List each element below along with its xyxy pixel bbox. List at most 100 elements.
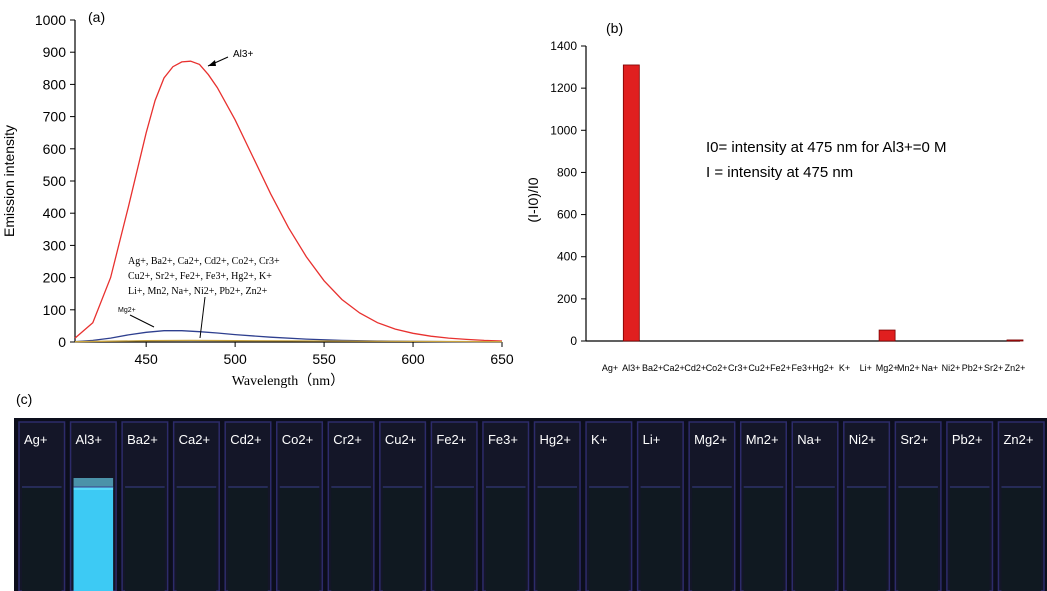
- vial: Ba2+: [121, 421, 169, 591]
- vial: Mg2+: [688, 421, 736, 591]
- y-tick-label: 200: [557, 292, 577, 306]
- bar: [1006, 339, 1024, 342]
- vial: Cu2+: [379, 421, 427, 591]
- x-tick-label: 450: [134, 351, 158, 367]
- vial-label: Ag+: [24, 432, 48, 447]
- category-label: Na+: [921, 363, 938, 373]
- category-label: Fe3+: [791, 363, 812, 373]
- vial-label: Cd2+: [230, 432, 261, 447]
- mg-label: Mg2+: [118, 307, 136, 314]
- category-label: Mn2+: [897, 363, 920, 373]
- vial: Fe2+: [430, 421, 478, 591]
- x-tick-label: 650: [490, 351, 514, 367]
- y-tick-label: 600: [557, 208, 577, 222]
- vial: Zn2+: [997, 421, 1045, 591]
- y-tick-label: 100: [43, 302, 67, 318]
- panel-b-note-line-2: I = intensity at 475 nm: [706, 164, 853, 181]
- category-label: Li+: [860, 363, 872, 373]
- y-tick-label: 800: [557, 165, 577, 179]
- vial: Sr2+: [894, 421, 942, 591]
- vial: Fe3+: [482, 421, 530, 591]
- vial-label: Hg2+: [540, 432, 571, 447]
- vial-label: Ca2+: [179, 432, 210, 447]
- panel-b-y-axis-label: (I-I0)/I0: [525, 177, 541, 222]
- vial-label: Ba2+: [127, 432, 158, 447]
- category-label: Fe2+: [770, 363, 791, 373]
- panel-a-emission-chart: (a) 0 100 200 300 400 500 600 700 800 900 1000 450 5…: [1, 9, 514, 389]
- vial-label: Al3+: [76, 432, 102, 447]
- y-tick-label: 0: [58, 334, 66, 350]
- y-tick-label: 900: [43, 44, 67, 60]
- others-line-1: Ag+, Ba2+, Ca2+, Cd2+, Co2+, Cr3+: [128, 256, 280, 267]
- vial-label: Ni2+: [849, 432, 876, 447]
- vial: Co2+: [276, 421, 324, 591]
- bar: [622, 64, 640, 342]
- category-label: Hg2+: [812, 363, 834, 373]
- y-tick-label: 400: [557, 250, 577, 264]
- vial-label: Sr2+: [900, 432, 928, 447]
- vial: Cd2+: [224, 421, 272, 591]
- vial: Hg2+: [533, 421, 581, 591]
- vial: Al3+: [69, 421, 117, 591]
- panel-a-x-axis-label: Wavelength（nm）: [232, 373, 344, 389]
- vial-label: Pb2+: [952, 432, 983, 447]
- vial-label: Zn2+: [1003, 432, 1033, 447]
- vial: Li+: [636, 421, 684, 591]
- panel-a-label: (a): [88, 9, 105, 25]
- others-line-2: Cu2+, Sr2+, Fe2+, Fe3+, Hg2+, K+: [128, 271, 272, 282]
- category-label: Pb2+: [962, 363, 983, 373]
- category-label: K+: [839, 363, 850, 373]
- vial: Ag+: [18, 421, 66, 591]
- category-label: Ba2+: [642, 363, 663, 373]
- x-tick-label: 550: [312, 351, 336, 367]
- category-label: Ni2+: [942, 363, 961, 373]
- y-tick-label: 600: [43, 141, 67, 157]
- bar: [878, 329, 896, 342]
- y-tick-label: 400: [43, 205, 67, 221]
- x-tick-label: 600: [401, 351, 425, 367]
- category-label: Cr3+: [728, 363, 748, 373]
- vial: Pb2+: [946, 421, 994, 591]
- y-tick-label: 500: [43, 173, 67, 189]
- vial-label: Fe3+: [488, 432, 518, 447]
- vial-label: Cu2+: [385, 432, 416, 447]
- y-tick-label: 1200: [550, 81, 577, 95]
- category-label: Mg2+: [876, 363, 899, 373]
- y-tick-label: 1400: [550, 39, 577, 53]
- vial-label: Cr2+: [333, 432, 362, 447]
- vial: Na+: [791, 421, 839, 591]
- vial-label: Mg2+: [694, 432, 727, 447]
- x-tick-label: 500: [223, 351, 247, 367]
- series-line-2: [74, 339, 503, 343]
- mg-annotation: Mg2+: [118, 307, 155, 328]
- al-label: Al3+: [233, 49, 253, 60]
- vial-label: Li+: [643, 432, 661, 447]
- panel-b-label: (b): [606, 20, 623, 36]
- category-label: Sr2+: [984, 363, 1003, 373]
- y-tick-label: 800: [43, 76, 67, 92]
- category-label: Ca2+: [663, 363, 685, 373]
- vial-label: K+: [591, 432, 607, 447]
- panel-a-y-axis-label: Emission intensity: [1, 125, 17, 237]
- vial-label: Mn2+: [746, 432, 779, 447]
- vial-label: Na+: [797, 432, 821, 447]
- vial: Mn2+: [739, 421, 788, 591]
- y-tick-label: 1000: [550, 123, 577, 137]
- panel-c-label: (c): [16, 391, 32, 407]
- others-line-3: Li+, Mn2, Na+, Ni2+, Pb2+, Zn2+: [128, 286, 268, 297]
- y-tick-label: 200: [43, 270, 67, 286]
- category-label: Cd2+: [684, 363, 706, 373]
- vial-label: Fe2+: [436, 432, 466, 447]
- vial-label: Co2+: [282, 432, 313, 447]
- vial: Cr2+: [327, 421, 375, 591]
- series-line-0: [74, 60, 503, 342]
- panel-c-vial-photo: (c) Ag+ Al3+ Ba2+ Ca2+ Cd2+ Co2+ Cr2+ Cu2+ Fe2+ F…: [14, 391, 1047, 591]
- vial: Ni2+: [843, 421, 891, 591]
- y-tick-label: 1000: [35, 12, 66, 28]
- vial: Ca2+: [172, 421, 220, 591]
- category-label: Cu2+: [748, 363, 770, 373]
- panel-b-note-line-1: I0= intensity at 475 nm for Al3+=0 M: [706, 139, 947, 156]
- category-label: Ag+: [602, 363, 618, 373]
- y-tick-label: 700: [43, 109, 67, 125]
